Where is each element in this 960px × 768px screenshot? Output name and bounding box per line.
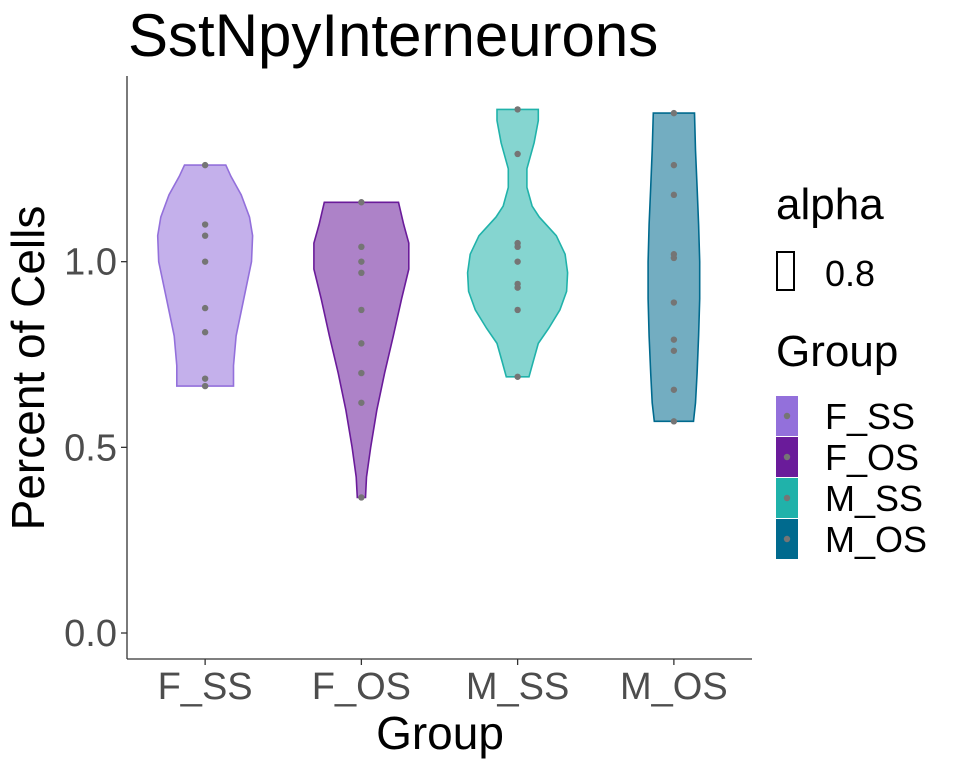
data-point <box>358 369 365 377</box>
data-point <box>201 382 209 390</box>
legend-label-M_SS: M_SS <box>825 478 923 519</box>
legend-label-F_SS: F_SS <box>825 396 915 437</box>
data-point <box>514 150 521 158</box>
data-point <box>670 386 678 393</box>
data-point <box>358 399 365 406</box>
data-point <box>201 329 209 336</box>
x-tick-label: F_OS <box>312 666 411 708</box>
chart-title: SstNpyInterneurons <box>128 2 658 69</box>
y-tick-label: 1.0 <box>64 242 117 284</box>
data-point <box>514 373 521 380</box>
y-tick-label: 0.5 <box>64 427 117 469</box>
data-point <box>201 221 209 228</box>
data-point <box>201 258 209 265</box>
violin-F_OS <box>313 201 410 499</box>
legend-label-M_OS: M_OS <box>825 519 927 560</box>
y-tick-label: 0.0 <box>64 613 117 655</box>
x-tick-label: M_OS <box>620 666 728 708</box>
data-point <box>514 306 521 314</box>
violin-F_SS <box>156 164 254 387</box>
legend-alpha-label: 0.8 <box>825 253 875 294</box>
data-point <box>670 109 678 117</box>
legend-label-F_OS: F_OS <box>825 437 919 478</box>
legend-alpha-title: alpha <box>776 180 884 229</box>
legend-key-point <box>783 412 791 420</box>
legend: alpha 0.8 Group F_SSF_OSM_SSM_OS <box>776 180 927 560</box>
data-point <box>358 258 365 265</box>
data-point <box>358 269 365 277</box>
x-tick-label: M_SS <box>466 666 569 708</box>
legend-group-title: Group <box>776 327 898 376</box>
legend-items: F_SSF_OSM_SSM_OS <box>776 396 927 560</box>
y-axis-title: Percent of Cells <box>2 206 54 531</box>
x-axis-ticks: F_SS F_OS M_SS M_OS <box>158 659 728 708</box>
data-point <box>201 375 209 382</box>
data-point <box>514 284 521 291</box>
data-point <box>514 243 521 251</box>
data-point <box>670 347 678 354</box>
data-point <box>670 336 678 343</box>
data-point <box>201 232 209 239</box>
x-axis-title: Group <box>376 707 504 759</box>
plot-area <box>156 106 701 501</box>
data-point <box>201 304 209 312</box>
data-point <box>358 243 365 251</box>
data-point <box>670 254 678 262</box>
legend-alpha-key <box>776 251 795 291</box>
data-point <box>670 418 678 425</box>
data-point <box>201 161 209 169</box>
data-point <box>514 258 521 265</box>
x-tick-label: F_SS <box>158 666 253 708</box>
data-point <box>358 306 365 314</box>
legend-key-point <box>783 535 791 543</box>
data-point <box>670 299 678 306</box>
violin-M_OS <box>647 112 701 423</box>
legend-key-point <box>783 453 791 461</box>
data-point <box>358 199 365 206</box>
data-point <box>358 340 365 347</box>
data-point <box>514 106 521 113</box>
legend-key-point <box>783 494 791 502</box>
y-axis-ticks: 0.0 0.5 1.0 <box>64 242 127 655</box>
data-point <box>670 191 678 199</box>
data-point <box>670 161 678 169</box>
data-point <box>358 494 365 501</box>
